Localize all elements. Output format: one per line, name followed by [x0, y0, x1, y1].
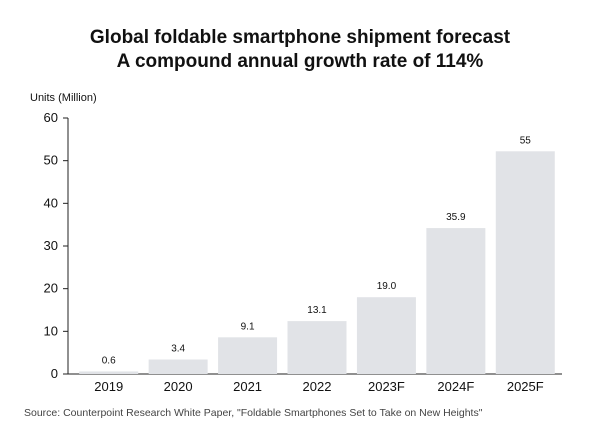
chart-subtitle: A compound annual growth rate of 114%	[116, 51, 484, 72]
bar	[426, 228, 486, 374]
bar	[287, 321, 347, 374]
data-label: 3.4	[171, 343, 185, 354]
y-tick-label: 0	[51, 366, 58, 381]
bar	[495, 151, 555, 374]
y-tick-label: 40	[44, 195, 58, 210]
data-label: 35.9	[446, 212, 466, 223]
data-label: 13.1	[307, 305, 327, 316]
x-ticks: 2019 2020 2021 2022 2023F 2024F 2025F	[94, 379, 544, 394]
x-tick-label: 2023F	[368, 379, 405, 394]
x-tick-label: 2024F	[437, 379, 474, 394]
y-tick-label: 60	[44, 110, 58, 125]
x-tick-label: 2019	[94, 379, 123, 394]
value-labels: 0.6 3.4 9.1 13.1 19.0 35.9 55	[102, 135, 532, 366]
data-label: 19.0	[377, 281, 397, 292]
bar	[148, 359, 208, 374]
data-label: 9.1	[241, 321, 255, 332]
chart-title: Global foldable smartphone shipment fore…	[89, 27, 511, 48]
bar	[218, 337, 278, 374]
y-tick-label: 50	[44, 153, 58, 168]
y-tick-label: 10	[44, 323, 58, 338]
y-tick-label: 20	[44, 281, 58, 296]
source-note: Source: Counterpoint Research White Pape…	[24, 407, 483, 419]
y-ticks: 0 10 20 30 40 50 60	[44, 110, 68, 381]
bar	[79, 371, 139, 374]
bars	[79, 151, 555, 374]
y-axis-label: Units (Million)	[30, 92, 97, 104]
data-label: 55	[520, 135, 532, 146]
bar	[356, 297, 416, 374]
y-tick-label: 30	[44, 238, 58, 253]
data-label: 0.6	[102, 355, 116, 366]
x-tick-label: 2021	[233, 379, 262, 394]
x-tick-label: 2025F	[507, 379, 544, 394]
x-tick-label: 2022	[303, 379, 332, 394]
x-tick-label: 2020	[164, 379, 193, 394]
